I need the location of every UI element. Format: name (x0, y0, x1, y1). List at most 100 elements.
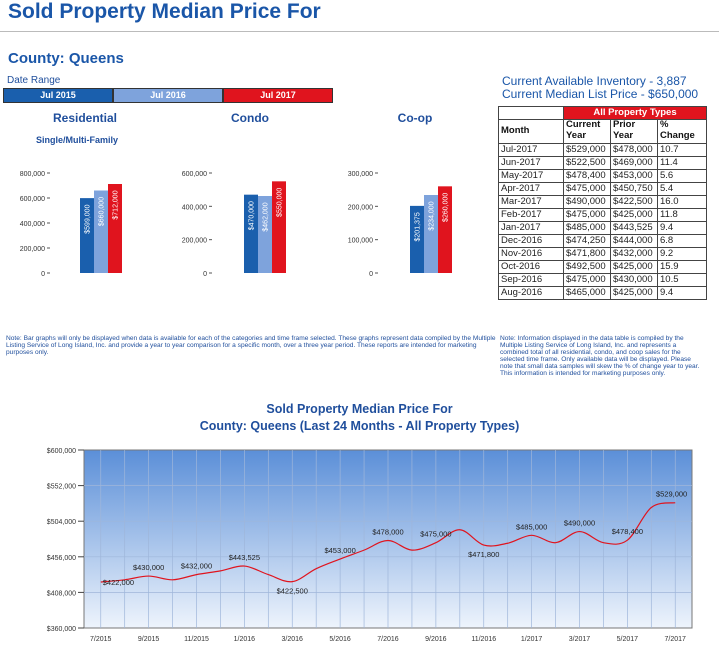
y-tick-label: $600,000 (47, 448, 76, 455)
cell-current: $475,000 (563, 182, 611, 196)
col-month: Month (498, 119, 564, 144)
cell-prior: $443,525 (610, 221, 658, 235)
cell-prior: $425,000 (610, 208, 658, 222)
table-row: Jan-2017 $485,000 $443,525 9.4 (498, 221, 707, 235)
bar (244, 194, 258, 273)
x-tick-label: 5/2017 (617, 636, 639, 643)
x-tick-label: 5/2016 (329, 636, 351, 643)
bar-value-label: $201,375 (415, 212, 422, 241)
y-tick-label: 800,000 (20, 171, 45, 178)
cell-change: 11.8 (657, 208, 707, 222)
cell-current: $471,800 (563, 247, 611, 261)
cell-change: 9.4 (657, 221, 707, 235)
bar-value-label: $599,000 (85, 204, 92, 233)
y-tick-label: 400,000 (20, 221, 45, 228)
table-row: Apr-2017 $475,000 $450,750 5.4 (498, 182, 707, 196)
cell-change: 16.0 (657, 195, 707, 209)
x-tick-label: 11/2016 (471, 636, 496, 643)
point-label: $430,000 (133, 563, 164, 572)
y-tick-label: 600,000 (182, 171, 207, 178)
property-table: All Property Types Month Current Year Pr… (498, 106, 707, 300)
point-label: $529,000 (656, 490, 687, 499)
cell-month: Nov-2016 (498, 247, 564, 261)
condo-title: Condo (231, 111, 269, 125)
bar (94, 190, 108, 273)
point-label: $478,000 (372, 527, 403, 536)
y-tick-label: 200,000 (20, 246, 45, 253)
cell-current: $485,000 (563, 221, 611, 235)
point-label: $453,000 (324, 546, 355, 555)
y-tick-label: $360,000 (47, 626, 76, 633)
x-tick-label: 1/2016 (234, 636, 256, 643)
cell-change: 15.9 (657, 260, 707, 274)
cell-change: 10.5 (657, 273, 707, 287)
point-label: $471,800 (468, 550, 499, 559)
cell-prior: $478,000 (610, 143, 658, 157)
inventory-median-list: Current Median List Price - $650,000 (502, 87, 699, 101)
cell-current: $522,500 (563, 156, 611, 170)
residential-subtitle: Single/Multi-Family (36, 135, 119, 145)
x-tick-label: 1/2017 (521, 636, 543, 643)
cell-month: Dec-2016 (498, 234, 564, 248)
point-label: $490,000 (564, 519, 595, 528)
cell-prior: $432,000 (610, 247, 658, 261)
bar-value-label: $660,000 (99, 197, 106, 226)
col-prior: Prior Year (610, 119, 658, 144)
line-chart-title: Sold Property Median Price For (266, 402, 453, 416)
date-range-label: Date Range (7, 75, 61, 86)
cell-month: Jan-2017 (498, 221, 564, 235)
legend-jul-2016: Jul 2016 (113, 88, 223, 103)
table-row: May-2017 $478,400 $453,000 5.6 (498, 169, 707, 183)
y-tick-label: 0 (203, 271, 207, 278)
bar-value-label: $234,000 (429, 201, 436, 230)
x-tick-label: 7/2016 (377, 636, 399, 643)
coop-bar-chart: 0 100,000 200,000 300,000 $201,375 $234,000 $2… (348, 171, 452, 278)
table-row: Jun-2017 $522,500 $469,000 11.4 (498, 156, 707, 170)
cell-current: $474,250 (563, 234, 611, 248)
x-tick-label: 7/2017 (665, 636, 687, 643)
note-left: Note: Bar graphs will only be displayed … (6, 335, 496, 356)
title-divider (0, 31, 719, 32)
col-current: Current Year (563, 119, 611, 144)
bar-charts: 0 200,000 400,000 600,000 800,000 $599,000 $66… (20, 171, 452, 278)
y-tick-label: 300,000 (348, 171, 373, 178)
cell-month: May-2017 (498, 169, 564, 183)
inventory-available: Current Available Inventory - 3,887 (502, 74, 687, 88)
cell-month: Sep-2016 (498, 273, 564, 287)
table-row: Sep-2016 $475,000 $430,000 10.5 (498, 273, 707, 287)
cell-current: $475,000 (563, 208, 611, 222)
x-tick-label: 7/2015 (90, 636, 112, 643)
bar-value-label: $712,000 (113, 190, 120, 219)
cell-prior: $469,000 (610, 156, 658, 170)
cell-change: 5.4 (657, 182, 707, 196)
line-chart: $360,000 $408,000 $456,000 $504,000 $552,000… (47, 448, 693, 643)
point-label: $485,000 (516, 522, 547, 531)
cell-prior: $425,000 (610, 286, 658, 300)
cell-prior: $450,750 (610, 182, 658, 196)
cell-change: 10.7 (657, 143, 707, 157)
x-tick-label: 3/2017 (569, 636, 591, 643)
bar-value-label: $462,000 (263, 202, 270, 231)
cell-month: Aug-2016 (498, 286, 564, 300)
bar (258, 196, 272, 273)
cell-change: 5.6 (657, 169, 707, 183)
y-tick-label: 100,000 (348, 238, 373, 245)
cell-prior: $422,500 (610, 195, 658, 209)
cell-prior: $444,000 (610, 234, 658, 248)
col-change: % Change (657, 119, 707, 144)
residential-title: Residential (52, 111, 118, 125)
cell-month: Jun-2017 (498, 156, 564, 170)
bar (80, 198, 94, 273)
bar (108, 184, 122, 273)
table-row: Mar-2017 $490,000 $422,500 16.0 (498, 195, 707, 209)
y-tick-label: $456,000 (47, 555, 76, 562)
cell-change: 9.2 (657, 247, 707, 261)
cell-change: 6.8 (657, 234, 707, 248)
point-label: $422,500 (277, 587, 308, 596)
cell-month: Feb-2017 (498, 208, 564, 222)
residential-bar-chart: 0 200,000 400,000 600,000 800,000 $599,000 $66… (20, 171, 122, 278)
cell-prior: $453,000 (610, 169, 658, 183)
bar (438, 186, 452, 273)
y-tick-label: 400,000 (182, 204, 207, 211)
bar (410, 205, 424, 273)
